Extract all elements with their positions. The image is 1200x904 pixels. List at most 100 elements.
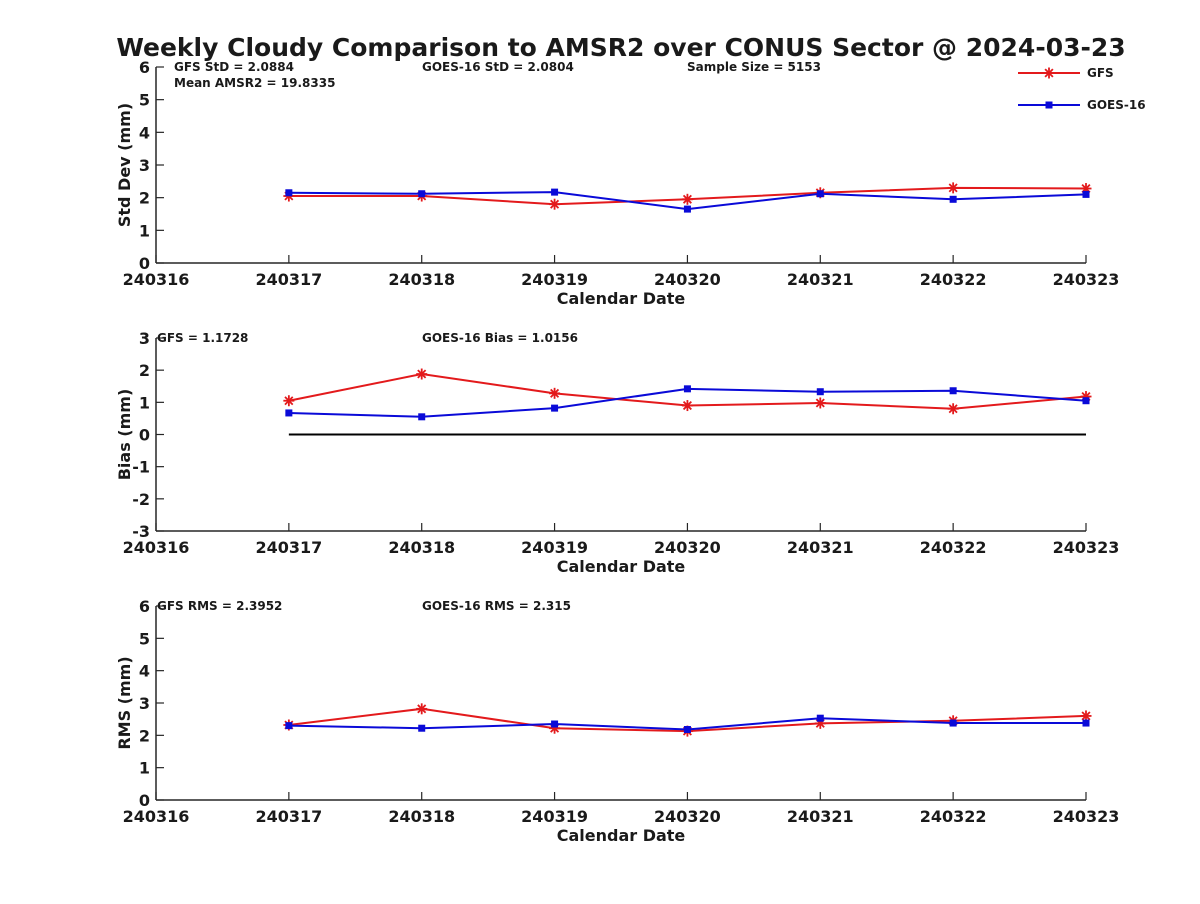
x-tick-label: 240323 xyxy=(1053,807,1120,826)
y-tick-label: -2 xyxy=(132,490,150,509)
x-tick-label: 240316 xyxy=(123,538,190,557)
x-tick-label: 240317 xyxy=(255,270,322,289)
y-tick-label: 2 xyxy=(139,361,150,380)
data-point-goes-16 xyxy=(683,205,691,213)
data-point-goes-16 xyxy=(418,413,426,421)
y-axis-label: RMS (mm) xyxy=(115,656,134,749)
y-axis-label: Bias (mm) xyxy=(115,389,134,481)
y-tick-label: 4 xyxy=(139,123,150,142)
annotation-gfs: GFS RMS = 2.3952 xyxy=(157,599,282,613)
x-tick-label: 240322 xyxy=(920,270,987,289)
data-point-gfs xyxy=(416,703,428,715)
x-axis-label: Calendar Date xyxy=(557,557,686,576)
y-tick-label: -3 xyxy=(132,522,150,541)
data-point-gfs xyxy=(947,403,959,415)
data-point-goes-16 xyxy=(551,720,559,728)
data-point-goes-16 xyxy=(1082,190,1090,198)
y-tick-label: 2 xyxy=(139,726,150,745)
chart-title: Weekly Cloudy Comparison to AMSR2 over C… xyxy=(116,33,1125,62)
x-tick-label: 240319 xyxy=(521,538,588,557)
legend-marker xyxy=(1043,67,1055,79)
x-tick-label: 240322 xyxy=(920,538,987,557)
x-axis-label: Calendar Date xyxy=(557,289,686,308)
x-tick-label: 240316 xyxy=(123,270,190,289)
data-point-gfs xyxy=(549,387,561,399)
x-tick-label: 240317 xyxy=(255,538,322,557)
legend-entry-gfs: GFS xyxy=(1018,66,1114,80)
legend-entry-goes-16: GOES-16 xyxy=(1018,98,1146,112)
data-point-goes-16 xyxy=(285,189,293,197)
x-tick-label: 240321 xyxy=(787,270,854,289)
y-tick-label: 3 xyxy=(139,156,150,175)
annotation-mean: Mean AMSR2 = 19.8335 xyxy=(174,76,335,90)
annotation-gfs: GFS = 1.1728 xyxy=(157,331,248,345)
y-tick-label: 6 xyxy=(139,58,150,77)
data-point-gfs xyxy=(549,198,561,210)
data-point-goes-16 xyxy=(285,722,293,730)
y-tick-label: 1 xyxy=(139,393,150,412)
annotation-goes: GOES-16 StD = 2.0804 xyxy=(422,60,574,74)
data-point-goes-16 xyxy=(816,714,824,722)
x-tick-label: 240320 xyxy=(654,538,721,557)
panel-bias: -3 -2 -1 0 1 2 3 240316 240317 240318 240319 240320… xyxy=(115,329,1119,576)
x-tick-label: 240321 xyxy=(787,807,854,826)
y-tick-label: 5 xyxy=(139,629,150,648)
y-tick-label: 3 xyxy=(139,329,150,348)
data-point-goes-16 xyxy=(1082,397,1090,405)
y-tick-label: 1 xyxy=(139,759,150,778)
data-point-goes-16 xyxy=(949,387,957,395)
data-point-goes-16 xyxy=(816,190,824,198)
y-axis-label: Std Dev (mm) xyxy=(115,103,134,227)
annotation-goes: GOES-16 Bias = 1.0156 xyxy=(422,331,578,345)
x-tick-label: 240320 xyxy=(654,807,721,826)
y-tick-label: 1 xyxy=(139,221,150,240)
y-tick-label: 4 xyxy=(139,662,150,681)
x-tick-label: 240318 xyxy=(388,270,455,289)
y-tick-label: 5 xyxy=(139,91,150,110)
legend-label: GFS xyxy=(1087,66,1114,80)
x-tick-label: 240320 xyxy=(654,270,721,289)
x-tick-label: 240318 xyxy=(388,538,455,557)
data-point-goes-16 xyxy=(418,724,426,732)
data-point-gfs xyxy=(416,368,428,380)
data-point-goes-16 xyxy=(949,719,957,727)
panel-std: 0 1 2 3 4 5 6 240316 240317 240318 240319 240320 240… xyxy=(115,58,1119,308)
data-point-goes-16 xyxy=(418,190,426,198)
y-tick-label: 2 xyxy=(139,189,150,208)
data-point-gfs xyxy=(947,182,959,194)
y-tick-label: 0 xyxy=(139,254,150,273)
data-point-goes-16 xyxy=(683,726,691,734)
data-point-goes-16 xyxy=(816,388,824,396)
annotation-gfs: GFS StD = 2.0884 xyxy=(174,60,294,74)
x-tick-label: 240316 xyxy=(123,807,190,826)
x-axis-label: Calendar Date xyxy=(557,826,686,845)
x-tick-label: 240322 xyxy=(920,807,987,826)
annotation-goes: GOES-16 RMS = 2.315 xyxy=(422,599,571,613)
x-tick-label: 240317 xyxy=(255,807,322,826)
y-tick-label: -1 xyxy=(132,458,150,477)
x-tick-label: 240321 xyxy=(787,538,854,557)
x-tick-label: 240323 xyxy=(1053,538,1120,557)
x-tick-label: 240323 xyxy=(1053,270,1120,289)
panel-rms: 0 1 2 3 4 5 6 240316 240317 240318 240319 240320 240… xyxy=(115,597,1119,845)
y-tick-label: 0 xyxy=(139,426,150,445)
data-point-goes-16 xyxy=(683,385,691,393)
data-point-gfs xyxy=(814,397,826,409)
y-tick-label: 3 xyxy=(139,694,150,713)
data-point-goes-16 xyxy=(551,188,559,196)
annotation-sample: Sample Size = 5153 xyxy=(687,60,821,74)
data-point-goes-16 xyxy=(949,195,957,203)
x-tick-label: 240319 xyxy=(521,807,588,826)
data-point-gfs xyxy=(681,193,693,205)
data-point-gfs xyxy=(283,395,295,407)
x-tick-label: 240318 xyxy=(388,807,455,826)
data-point-gfs xyxy=(681,400,693,412)
x-tick-label: 240319 xyxy=(521,270,588,289)
data-point-goes-16 xyxy=(551,404,559,412)
data-point-goes-16 xyxy=(285,409,293,417)
y-tick-label: 0 xyxy=(139,791,150,810)
data-point-goes-16 xyxy=(1082,719,1090,727)
